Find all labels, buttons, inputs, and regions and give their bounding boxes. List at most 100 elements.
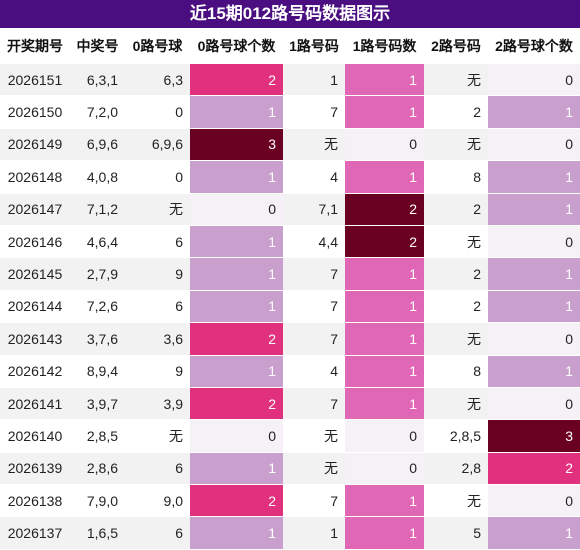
table-row: 2026147 7,1,2 无 0 7,1 2 2 1 <box>0 192 580 226</box>
table-cell: 1 <box>488 516 580 549</box>
table-cell: 6,9,6 <box>70 127 125 161</box>
table-row: 2026142 8,9,4 9 1 4 1 8 1 <box>0 354 580 388</box>
table-cell: 2 <box>190 62 283 96</box>
table-cell: 2026147 <box>0 192 70 226</box>
table-cell: 4 <box>283 354 345 388</box>
table-cell: 1 <box>190 224 283 258</box>
table-cell: 2,8,5 <box>70 419 125 453</box>
table-cell: 0 <box>125 95 190 129</box>
table-cell: 9,0 <box>125 484 190 517</box>
table-cell: 无 <box>283 127 345 161</box>
table-cell: 2,8,6 <box>70 451 125 485</box>
table-cell: 8 <box>424 160 488 194</box>
table-cell: 无 <box>424 224 488 258</box>
table-cell: 1 <box>345 354 424 388</box>
table-cell: 9 <box>125 354 190 388</box>
table-cell: 0 <box>488 127 580 161</box>
table-cell: 2026138 <box>0 484 70 517</box>
table-cell: 无 <box>424 322 488 356</box>
table-cell: 2026144 <box>0 289 70 323</box>
table-cell: 无 <box>125 192 190 226</box>
table-cell: 1 <box>190 354 283 388</box>
table-cell: 6 <box>125 289 190 323</box>
header-cell: 1路号码数 <box>345 28 424 64</box>
table-cell: 1 <box>283 516 345 549</box>
table-cell: 1 <box>488 354 580 388</box>
table-cell: 1 <box>345 257 424 291</box>
table-cell: 1 <box>345 484 424 517</box>
table-cell: 4,6,4 <box>70 224 125 258</box>
table-cell: 6,3 <box>125 62 190 96</box>
table-cell: 2 <box>424 289 488 323</box>
table-cell: 1 <box>488 192 580 226</box>
table-cell: 6,9,6 <box>125 127 190 161</box>
data-table: 开奖期号 中奖号 0路号球 0路号球个数 1路号码 1路号码数 2路号码 2路号球个数 2026… <box>0 28 580 549</box>
table-row: 2026149 6,9,6 6,9,6 3 无 0 无 0 <box>0 127 580 161</box>
header-cell: 0路号球 <box>125 28 190 64</box>
table-cell: 5 <box>424 516 488 549</box>
table-cell: 1 <box>345 95 424 129</box>
table-cell: 1 <box>345 62 424 96</box>
table-cell: 0 <box>488 62 580 96</box>
table-cell: 7 <box>283 386 345 420</box>
table-cell: 0 <box>345 127 424 161</box>
table-cell: 0 <box>488 386 580 420</box>
table-cell: 1 <box>345 289 424 323</box>
table-cell: 1 <box>488 95 580 129</box>
table-cell: 7,1,2 <box>70 192 125 226</box>
table-cell: 无 <box>424 484 488 517</box>
table-cell: 1 <box>488 160 580 194</box>
table-row: 2026146 4,6,4 6 1 4,4 2 无 0 <box>0 224 580 258</box>
table-cell: 4 <box>283 160 345 194</box>
table-cell: 3,9 <box>125 386 190 420</box>
table-cell: 1 <box>345 160 424 194</box>
table-cell: 1,6,5 <box>70 516 125 549</box>
table-cell: 0 <box>125 160 190 194</box>
table-cell: 7 <box>283 322 345 356</box>
table-cell: 1 <box>283 62 345 96</box>
header-cell: 2路号码 <box>424 28 488 64</box>
table-row: 2026151 6,3,1 6,3 2 1 1 无 0 <box>0 62 580 96</box>
table-cell: 3 <box>488 419 580 453</box>
table-cell: 无 <box>424 127 488 161</box>
table-cell: 2 <box>190 322 283 356</box>
header-cell: 0路号球个数 <box>190 28 283 64</box>
table-cell: 3,9,7 <box>70 386 125 420</box>
table-cell: 2 <box>190 386 283 420</box>
table-cell: 2 <box>488 451 580 485</box>
table-cell: 7 <box>283 289 345 323</box>
table-cell: 2026142 <box>0 354 70 388</box>
table-cell: 2026141 <box>0 386 70 420</box>
table-row: 2026144 7,2,6 6 1 7 1 2 1 <box>0 289 580 323</box>
table-cell: 4,0,8 <box>70 160 125 194</box>
table-row: 2026145 2,7,9 9 1 7 1 2 1 <box>0 257 580 291</box>
table-cell: 2026140 <box>0 419 70 453</box>
table-cell: 0 <box>488 484 580 517</box>
table-row: 2026150 7,2,0 0 1 7 1 2 1 <box>0 95 580 129</box>
table-cell: 2,8,5 <box>424 419 488 453</box>
header-cell: 2路号球个数 <box>488 28 580 64</box>
table-cell: 6 <box>125 516 190 549</box>
table-cell: 1 <box>190 516 283 549</box>
header-cell: 中奖号 <box>70 28 125 64</box>
table-cell: 2 <box>424 257 488 291</box>
table-cell: 2 <box>190 484 283 517</box>
table-cell: 3,6 <box>125 322 190 356</box>
table-cell: 无 <box>125 419 190 453</box>
table-cell: 0 <box>345 419 424 453</box>
table-row: 2026139 2,8,6 6 1 无 0 2,8 2 <box>0 451 580 485</box>
table-cell: 0 <box>488 224 580 258</box>
header-row: 开奖期号 中奖号 0路号球 0路号球个数 1路号码 1路号码数 2路号码 2路号球个数 <box>0 28 580 64</box>
table-cell: 1 <box>190 451 283 485</box>
table-cell: 6 <box>125 224 190 258</box>
table-cell: 8 <box>424 354 488 388</box>
table-cell: 7,1 <box>283 192 345 226</box>
table-row: 2026138 7,9,0 9,0 2 7 1 无 0 <box>0 484 580 517</box>
table-cell: 2 <box>424 192 488 226</box>
table-cell: 9 <box>125 257 190 291</box>
table-cell: 1 <box>190 289 283 323</box>
table-cell: 6,3,1 <box>70 62 125 96</box>
table-row: 2026137 1,6,5 6 1 1 1 5 1 <box>0 516 580 549</box>
table-cell: 1 <box>345 322 424 356</box>
